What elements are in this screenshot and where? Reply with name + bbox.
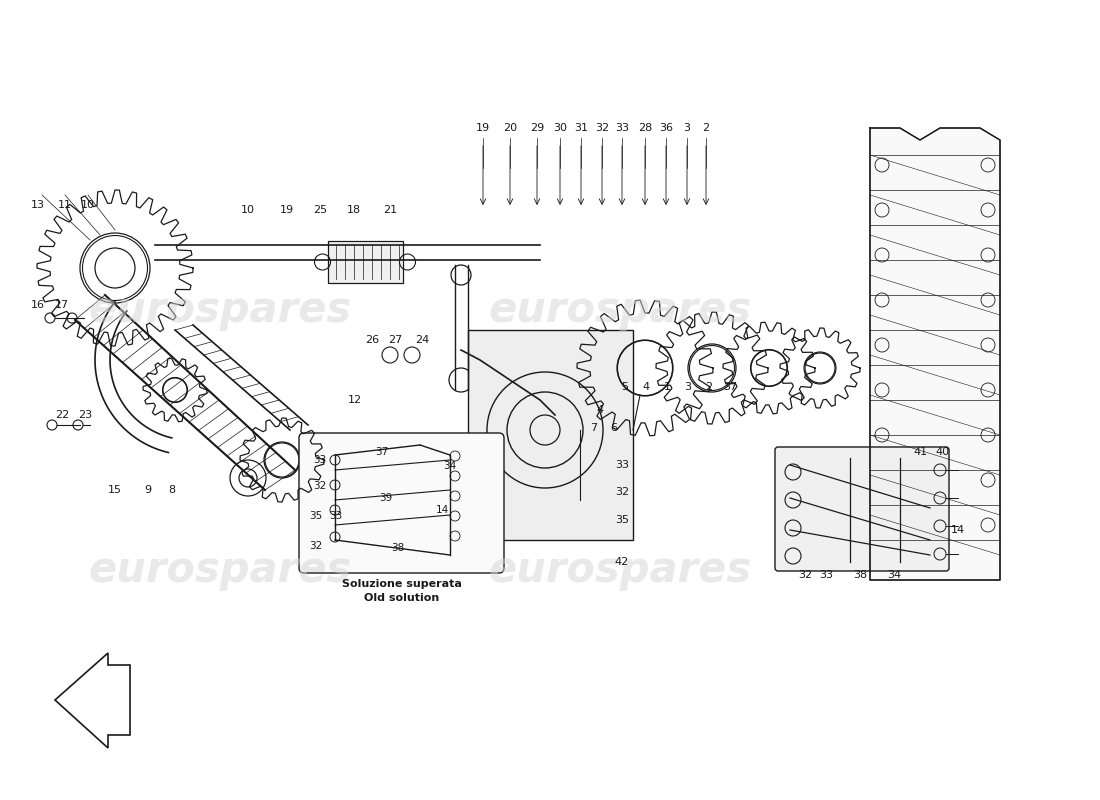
Text: eurospares: eurospares	[88, 289, 352, 331]
Text: 32: 32	[615, 487, 629, 497]
Text: 36: 36	[659, 123, 673, 133]
Text: 12: 12	[348, 395, 362, 405]
Text: 19: 19	[476, 123, 491, 133]
Text: 6: 6	[610, 423, 617, 433]
Text: 5: 5	[621, 382, 628, 392]
Text: eurospares: eurospares	[488, 549, 751, 591]
Text: 15: 15	[108, 485, 122, 495]
Text: 21: 21	[383, 205, 397, 215]
Text: 26: 26	[365, 335, 380, 345]
Text: 33: 33	[615, 460, 629, 470]
FancyBboxPatch shape	[299, 433, 504, 573]
Text: eurospares: eurospares	[88, 549, 352, 591]
Text: 37: 37	[723, 382, 737, 392]
Text: 42: 42	[615, 557, 629, 567]
Text: 23: 23	[78, 410, 92, 420]
Text: 38: 38	[392, 543, 405, 553]
Text: 14: 14	[436, 505, 449, 515]
Text: eurospares: eurospares	[488, 289, 751, 331]
Text: 31: 31	[574, 123, 589, 133]
Text: 2: 2	[703, 123, 710, 133]
Polygon shape	[55, 653, 130, 748]
Text: 8: 8	[168, 485, 176, 495]
Text: 24: 24	[415, 335, 429, 345]
Text: 1: 1	[663, 382, 671, 392]
Text: 32: 32	[314, 481, 327, 491]
Text: 40: 40	[936, 447, 950, 457]
Text: 35: 35	[615, 515, 629, 525]
Text: 34: 34	[443, 461, 456, 471]
Text: 18: 18	[346, 205, 361, 215]
Bar	[468, 330, 632, 540]
Text: 10: 10	[81, 200, 95, 210]
Text: 19: 19	[279, 205, 294, 215]
Text: 41: 41	[913, 447, 927, 457]
Text: 33: 33	[314, 455, 327, 465]
Text: 7: 7	[591, 423, 597, 433]
Text: 27: 27	[388, 335, 403, 345]
Polygon shape	[870, 128, 1000, 580]
Text: 17: 17	[55, 300, 69, 310]
Text: 30: 30	[553, 123, 566, 133]
Text: Soluzione superata: Soluzione superata	[342, 579, 461, 589]
Text: 25: 25	[312, 205, 327, 215]
FancyBboxPatch shape	[776, 447, 949, 571]
Text: 4: 4	[642, 382, 650, 392]
Text: 35: 35	[309, 511, 322, 521]
Text: 33: 33	[615, 123, 629, 133]
Text: 37: 37	[375, 447, 388, 457]
Text: 33: 33	[329, 511, 342, 521]
Text: 32: 32	[595, 123, 609, 133]
Text: Old solution: Old solution	[364, 593, 439, 603]
Text: 3: 3	[684, 382, 692, 392]
Text: 39: 39	[379, 493, 393, 503]
Text: 9: 9	[144, 485, 152, 495]
Text: 2: 2	[705, 382, 713, 392]
Text: 38: 38	[852, 570, 867, 580]
Text: 4: 4	[596, 405, 604, 415]
Text: 11: 11	[58, 200, 72, 210]
Bar	[328, 241, 403, 283]
Text: 29: 29	[530, 123, 544, 133]
Text: 3: 3	[683, 123, 691, 133]
Text: 22: 22	[55, 410, 69, 420]
Text: 10: 10	[241, 205, 255, 215]
Text: 28: 28	[638, 123, 652, 133]
Text: 32: 32	[798, 570, 812, 580]
Text: 13: 13	[31, 200, 45, 210]
Text: 14: 14	[950, 525, 965, 535]
Text: 20: 20	[503, 123, 517, 133]
Text: 34: 34	[887, 570, 901, 580]
Text: 32: 32	[309, 541, 322, 551]
Text: 16: 16	[31, 300, 45, 310]
Text: 33: 33	[820, 570, 833, 580]
